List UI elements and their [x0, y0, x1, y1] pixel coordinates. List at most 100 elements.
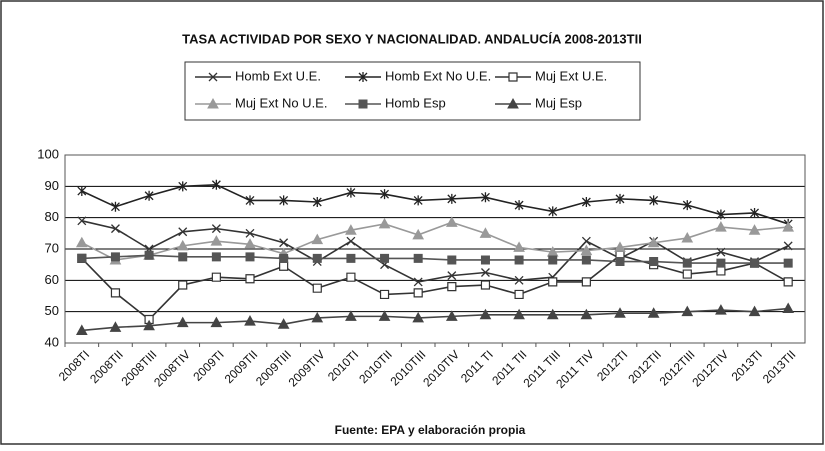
- chart-title: TASA ACTIVIDAD POR SEXO Y NACIONALIDAD. …: [182, 31, 642, 46]
- data-point: [279, 195, 289, 206]
- data-point: [716, 247, 726, 257]
- data-point: [279, 261, 289, 271]
- data-point: [178, 181, 188, 192]
- data-point: [210, 316, 223, 328]
- data-point: [514, 289, 524, 300]
- data-point: [682, 200, 692, 211]
- data-point: [378, 310, 391, 321]
- data-point: [211, 224, 221, 234]
- data-point: [412, 311, 425, 323]
- data-point: [412, 228, 425, 240]
- data-point: [514, 275, 524, 285]
- data-point: [615, 193, 625, 204]
- data-point: [312, 253, 322, 263]
- data-point: [514, 255, 524, 265]
- data-point: [513, 308, 525, 320]
- data-point: [110, 252, 120, 262]
- data-point: [716, 209, 726, 220]
- data-point: [614, 307, 626, 318]
- data-point: [647, 236, 660, 248]
- data-point: [548, 255, 558, 265]
- data-point: [480, 280, 491, 290]
- data-point: [312, 283, 322, 293]
- data-point: [346, 187, 356, 198]
- data-point: [716, 266, 726, 276]
- y-tick-label: 40: [45, 334, 59, 349]
- data-point: [716, 258, 726, 268]
- data-point: [346, 236, 356, 246]
- data-point: [245, 195, 255, 206]
- data-point: [378, 217, 391, 229]
- data-point: [143, 319, 155, 331]
- y-tick-label: 60: [45, 272, 59, 287]
- data-point: [312, 197, 322, 207]
- data-point: [380, 253, 390, 263]
- data-point: [480, 268, 490, 277]
- data-point: [447, 193, 457, 204]
- data-point: [581, 277, 591, 287]
- data-point: [681, 232, 694, 243]
- data-point: [245, 228, 255, 238]
- data-point: [346, 253, 356, 263]
- data-point: [279, 253, 289, 263]
- legend-marker: [207, 97, 219, 109]
- legend-marker: [358, 99, 368, 109]
- data-point: [178, 227, 188, 237]
- data-point: [479, 308, 492, 320]
- data-point: [144, 190, 154, 201]
- data-point: [782, 302, 795, 314]
- data-point: [580, 244, 593, 256]
- data-point: [783, 277, 793, 287]
- series-line: [81, 254, 789, 264]
- data-point: [211, 252, 221, 262]
- data-point: [110, 288, 121, 298]
- source-note: Fuente: EPA y elaboración propia: [335, 423, 526, 437]
- data-point: [144, 314, 154, 325]
- data-point: [649, 257, 659, 267]
- data-point: [211, 272, 221, 282]
- data-point: [715, 304, 727, 315]
- data-point: [311, 311, 324, 323]
- data-point: [346, 272, 356, 282]
- data-point: [614, 241, 626, 252]
- data-point: [244, 315, 256, 326]
- data-point: [244, 238, 256, 249]
- data-point: [211, 179, 221, 190]
- data-point: [176, 316, 189, 328]
- data-point: [748, 305, 761, 317]
- data-point: [413, 253, 423, 263]
- legend-label: Muj Ext No U.E.: [235, 95, 327, 110]
- y-tick-label: 100: [37, 146, 59, 161]
- data-point: [546, 308, 559, 320]
- data-point: [110, 201, 120, 212]
- data-point: [144, 250, 154, 260]
- data-point: [75, 236, 88, 248]
- legend-marker: [208, 72, 218, 82]
- legend-marker: [507, 97, 519, 109]
- y-tick-label: 50: [45, 303, 59, 318]
- data-point: [615, 257, 625, 267]
- data-point: [178, 280, 188, 290]
- y-tick-label: 90: [45, 178, 59, 193]
- data-point: [445, 310, 458, 321]
- data-point: [580, 308, 593, 320]
- data-point: [413, 195, 423, 206]
- data-point: [447, 255, 457, 265]
- y-tick-label: 70: [45, 240, 59, 255]
- data-point: [245, 252, 255, 262]
- data-point: [715, 221, 727, 232]
- legend-marker: [358, 72, 368, 82]
- series-line: [81, 183, 789, 225]
- data-point: [681, 305, 694, 317]
- data-point: [245, 274, 255, 284]
- data-point: [279, 238, 289, 248]
- data-point: [176, 239, 189, 251]
- data-point: [445, 216, 458, 227]
- series-line: [81, 254, 789, 321]
- data-point: [750, 258, 760, 268]
- data-point: [581, 255, 591, 265]
- data-point: [413, 277, 423, 287]
- legend-label: Homb Ext No U.E.: [385, 68, 491, 83]
- data-point: [783, 258, 793, 268]
